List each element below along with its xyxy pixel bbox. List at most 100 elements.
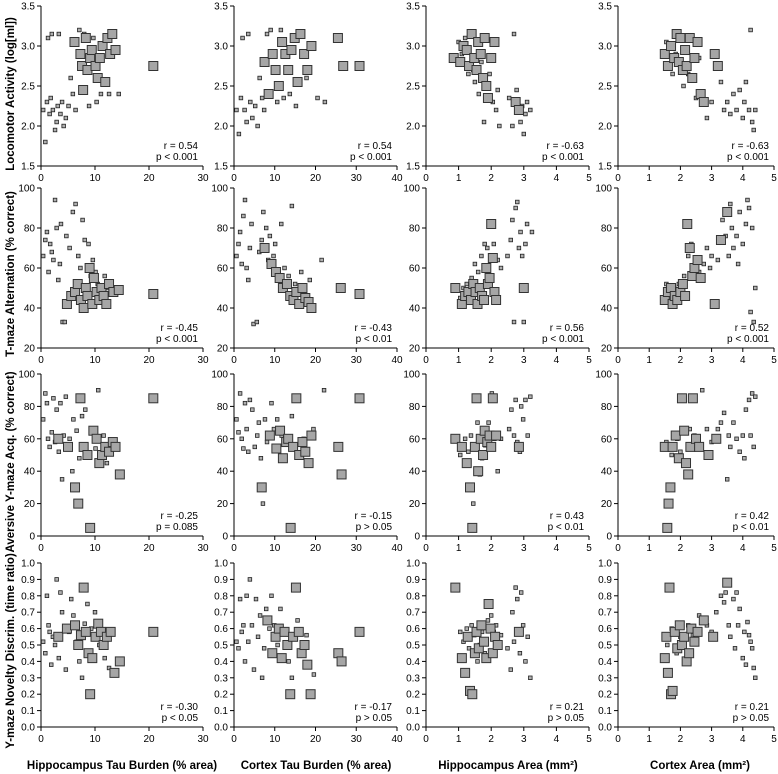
data-point-large — [292, 77, 303, 87]
data-point-small — [269, 400, 274, 406]
data-point-small — [523, 397, 528, 403]
correlation-p-label: p < 0.001 — [542, 334, 584, 345]
data-point-large — [698, 615, 709, 626]
data-point-small — [292, 281, 298, 287]
data-point-small — [491, 241, 497, 247]
scatter-panel-r1-c0: 20 40 60 80 100 0 10 20 30 r = -0.45p < 0.001 — [18, 184, 209, 367]
y-tick-label: 0.2 — [598, 690, 612, 701]
data-point-large — [709, 299, 720, 309]
data-point-large — [467, 689, 478, 700]
data-point-large — [354, 289, 365, 299]
data-point-small — [249, 623, 255, 628]
y-tick-label: 1.0 — [214, 559, 228, 570]
data-point-small — [498, 265, 504, 271]
x-tick-label: 10 — [89, 173, 101, 184]
scatter-panel-r3-c2: 0.0 0.1 0.2 0.3 0.4 0.5 0.6 0.7 0.8 0.9 1.0 0 1 2 3 4 5 r… — [406, 559, 592, 746]
data-point-small — [720, 217, 725, 223]
data-point-small — [321, 387, 327, 393]
data-point-large — [259, 243, 270, 253]
data-point-small — [54, 225, 59, 231]
data-point-small — [261, 209, 266, 215]
correlation-r-label: r = 0.42 — [735, 511, 770, 522]
y-tick-label: 0.0 — [406, 723, 420, 734]
data-point-large — [473, 466, 484, 477]
data-point-large — [295, 29, 306, 39]
x-tick-label: 30 — [197, 734, 209, 745]
data-point-small — [670, 71, 675, 77]
data-point-small — [728, 444, 733, 450]
data-point-small — [264, 31, 270, 37]
y-tick-label: 0.3 — [21, 673, 35, 684]
data-point-small — [56, 277, 61, 283]
data-point-large — [491, 295, 502, 305]
x-tick-label: 0 — [231, 355, 237, 366]
y-tick-label: 80 — [409, 402, 421, 413]
x-tick-label: 40 — [391, 355, 403, 366]
data-point-large — [286, 45, 297, 55]
data-point-small — [748, 309, 753, 315]
data-point-small — [70, 91, 76, 97]
data-point-small — [256, 420, 262, 425]
data-point-small — [704, 115, 710, 121]
data-point-small — [236, 131, 242, 137]
data-point-large — [148, 61, 159, 71]
x-tick-label: 1 — [646, 734, 652, 745]
data-point-large — [680, 291, 691, 301]
data-point-small — [46, 269, 51, 275]
y-tick-label: 0.5 — [21, 641, 35, 652]
data-point-large — [703, 450, 714, 460]
y-tick-label: 1.0 — [21, 559, 35, 570]
data-point-large — [676, 393, 687, 404]
y-tick-label: 3.0 — [406, 42, 420, 53]
data-point-small — [523, 241, 528, 247]
data-point-small — [263, 606, 269, 612]
data-point-small — [102, 273, 107, 279]
data-point-large — [93, 618, 104, 629]
data-point-small — [726, 253, 731, 259]
data-point-small — [678, 449, 683, 454]
data-point-small — [241, 623, 246, 628]
scatter-panel-r3-c1: 0.0 0.1 0.2 0.3 0.4 0.5 0.6 0.7 0.8 0.9 1.0 0 10 20 30… — [214, 559, 403, 746]
data-point-small — [61, 123, 66, 129]
data-point-large — [460, 667, 471, 678]
data-point-large — [698, 97, 709, 107]
correlation-p-label: p < 0.01 — [356, 334, 393, 345]
x-tick-label: 2 — [678, 355, 684, 366]
data-point-small — [510, 610, 515, 615]
data-point-large — [282, 640, 293, 650]
x-tick-label: 20 — [310, 173, 322, 184]
data-point-small — [704, 426, 710, 432]
data-point-large — [264, 430, 275, 441]
data-point-large — [110, 45, 121, 55]
data-point-small — [529, 229, 535, 235]
data-point-small — [481, 119, 487, 125]
y-tick-label: 40 — [601, 467, 613, 478]
data-point-small — [85, 601, 90, 607]
data-point-small — [237, 229, 243, 235]
data-point-small — [259, 95, 265, 101]
data-point-small — [281, 95, 286, 101]
data-point-large — [670, 430, 681, 441]
data-point-large — [450, 283, 461, 293]
y-tick-label: 0.8 — [21, 591, 35, 602]
y-tick-label: 80 — [217, 224, 229, 235]
x-tick-label: 1 — [456, 734, 462, 745]
data-point-large — [332, 33, 343, 43]
data-point-small — [236, 241, 241, 247]
x-tick-label: 0 — [231, 543, 237, 554]
x-tick-label: 10 — [89, 543, 101, 554]
data-point-small — [743, 221, 749, 227]
data-point-large — [259, 57, 270, 67]
y-tick-label: 0 — [222, 532, 228, 543]
y-tick-label: 0.1 — [598, 706, 612, 717]
x-tick-label: 0 — [231, 173, 237, 184]
y-tick-label: 20 — [409, 499, 421, 510]
data-point-small — [68, 75, 73, 81]
y-tick-label: 3.5 — [214, 2, 228, 13]
data-point-small — [241, 446, 246, 451]
data-point-large — [109, 667, 120, 678]
data-point-large — [450, 433, 461, 444]
data-point-small — [257, 613, 263, 618]
data-point-small — [726, 433, 731, 438]
x-tick-label: 5 — [586, 734, 592, 745]
